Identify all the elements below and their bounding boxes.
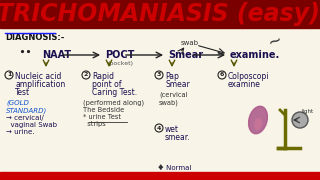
Text: smear.: smear. <box>165 133 191 142</box>
Text: swab: swab <box>181 40 199 46</box>
Text: 3: 3 <box>157 73 161 78</box>
Text: point of: point of <box>92 80 122 89</box>
Text: 6: 6 <box>220 73 224 78</box>
Text: * urine Test: * urine Test <box>83 114 121 120</box>
Text: → urine.: → urine. <box>6 129 35 135</box>
Text: Colposcopi: Colposcopi <box>228 72 269 81</box>
Text: 2: 2 <box>84 73 88 78</box>
Text: Caring Test.: Caring Test. <box>92 88 137 97</box>
Text: (performed along): (performed along) <box>83 100 144 107</box>
Text: examine.: examine. <box>230 50 280 60</box>
Text: light: light <box>302 109 314 114</box>
Text: The Bedside: The Bedside <box>83 107 124 113</box>
Text: STANDARD): STANDARD) <box>6 107 47 114</box>
Text: strips: strips <box>83 121 106 127</box>
Text: (cervical: (cervical <box>159 92 188 98</box>
Text: Rapid: Rapid <box>92 72 114 81</box>
Ellipse shape <box>249 106 268 134</box>
Text: ∙∙: ∙∙ <box>18 47 32 57</box>
Text: amplification: amplification <box>15 80 65 89</box>
Text: wet: wet <box>165 125 179 134</box>
Text: TRICHOMANIASIS (easy): TRICHOMANIASIS (easy) <box>0 2 319 26</box>
Text: ♦: ♦ <box>156 163 164 172</box>
Circle shape <box>292 112 308 128</box>
Text: → cervical/: → cervical/ <box>6 115 44 121</box>
Text: Pap: Pap <box>165 72 179 81</box>
Text: Smear: Smear <box>168 50 203 60</box>
Text: 1: 1 <box>7 73 11 78</box>
Bar <box>0 28 320 172</box>
Text: Smear: Smear <box>165 80 190 89</box>
Text: examine: examine <box>228 80 261 89</box>
Text: (pocket): (pocket) <box>107 62 133 66</box>
Text: NAAT: NAAT <box>42 50 71 60</box>
Text: + Normal: + Normal <box>158 165 192 171</box>
Text: ~: ~ <box>265 30 284 52</box>
Text: vaginal Swab: vaginal Swab <box>6 122 57 128</box>
Text: DIAGNOSIS:-: DIAGNOSIS:- <box>5 33 64 42</box>
Text: POCT: POCT <box>105 50 134 60</box>
Ellipse shape <box>254 118 262 130</box>
Text: Test: Test <box>15 88 30 97</box>
Text: 4: 4 <box>157 125 161 130</box>
Bar <box>0 172 320 180</box>
Text: swab): swab) <box>159 99 179 105</box>
Text: (GOLD: (GOLD <box>6 100 29 107</box>
Bar <box>0 0 320 28</box>
Text: Nucleic acid: Nucleic acid <box>15 72 61 81</box>
